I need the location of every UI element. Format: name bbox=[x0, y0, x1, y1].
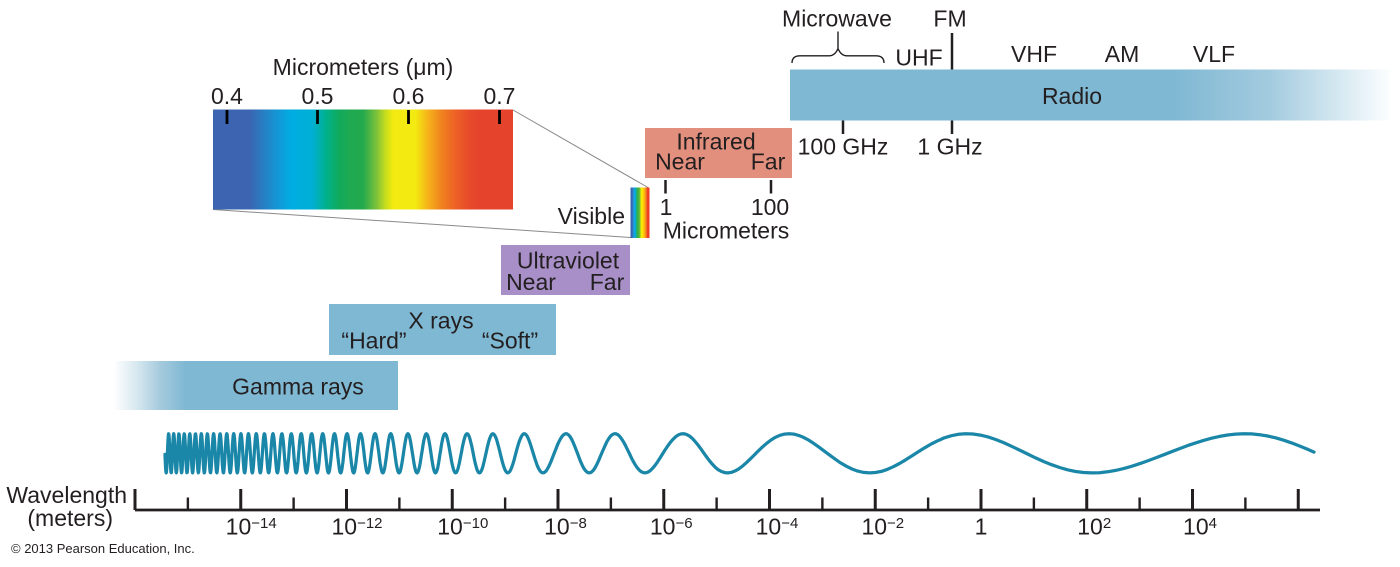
svg-text:10−4: 10−4 bbox=[756, 514, 799, 540]
svg-text:10−6: 10−6 bbox=[650, 514, 693, 540]
svg-text:Gamma rays: Gamma rays bbox=[232, 374, 364, 400]
svg-text:“Soft”: “Soft” bbox=[482, 328, 538, 354]
svg-text:0.5: 0.5 bbox=[302, 83, 334, 109]
svg-text:10−14: 10−14 bbox=[226, 514, 277, 540]
svg-text:Near: Near bbox=[506, 269, 556, 295]
svg-text:Infrared: Infrared bbox=[676, 129, 755, 155]
svg-text:Near: Near bbox=[655, 149, 705, 175]
svg-text:10−2: 10−2 bbox=[861, 514, 904, 540]
svg-text:100: 100 bbox=[751, 194, 789, 220]
svg-text:VHF: VHF bbox=[1011, 41, 1057, 67]
svg-text:0.4: 0.4 bbox=[211, 83, 243, 109]
svg-text:AM: AM bbox=[1105, 41, 1140, 67]
svg-text:Micrometers (μm): Micrometers (μm) bbox=[273, 54, 454, 80]
svg-text:X rays: X rays bbox=[408, 308, 473, 334]
svg-text:0.7: 0.7 bbox=[484, 83, 516, 109]
svg-text:104: 104 bbox=[1183, 514, 1217, 540]
svg-text:1: 1 bbox=[975, 514, 988, 540]
svg-text:Radio: Radio bbox=[1042, 83, 1102, 109]
svg-text:Far: Far bbox=[590, 269, 625, 295]
svg-text:Visible: Visible bbox=[558, 203, 625, 229]
svg-text:100 GHz: 100 GHz bbox=[798, 134, 889, 160]
svg-text:1 GHz: 1 GHz bbox=[917, 134, 982, 160]
svg-text:Wavelength: Wavelength bbox=[6, 482, 127, 508]
svg-text:Far: Far bbox=[751, 149, 786, 175]
svg-text:10−8: 10−8 bbox=[544, 514, 587, 540]
svg-text:Microwave: Microwave bbox=[782, 6, 892, 32]
svg-text:1: 1 bbox=[660, 194, 673, 220]
svg-text:0.6: 0.6 bbox=[393, 83, 425, 109]
svg-text:Micrometers: Micrometers bbox=[663, 218, 790, 244]
svg-text:UHF: UHF bbox=[895, 45, 942, 71]
svg-text:© 2013 Pearson Education, Inc.: © 2013 Pearson Education, Inc. bbox=[11, 541, 195, 556]
svg-text:Ultraviolet: Ultraviolet bbox=[517, 248, 620, 274]
svg-text:10−12: 10−12 bbox=[331, 514, 382, 540]
svg-text:10−10: 10−10 bbox=[437, 514, 488, 540]
svg-text:VLF: VLF bbox=[1193, 41, 1235, 67]
svg-text:(meters): (meters) bbox=[27, 505, 113, 531]
svg-text:102: 102 bbox=[1077, 514, 1111, 540]
svg-text:FM: FM bbox=[933, 6, 966, 32]
svg-text:“Hard”: “Hard” bbox=[341, 328, 406, 354]
